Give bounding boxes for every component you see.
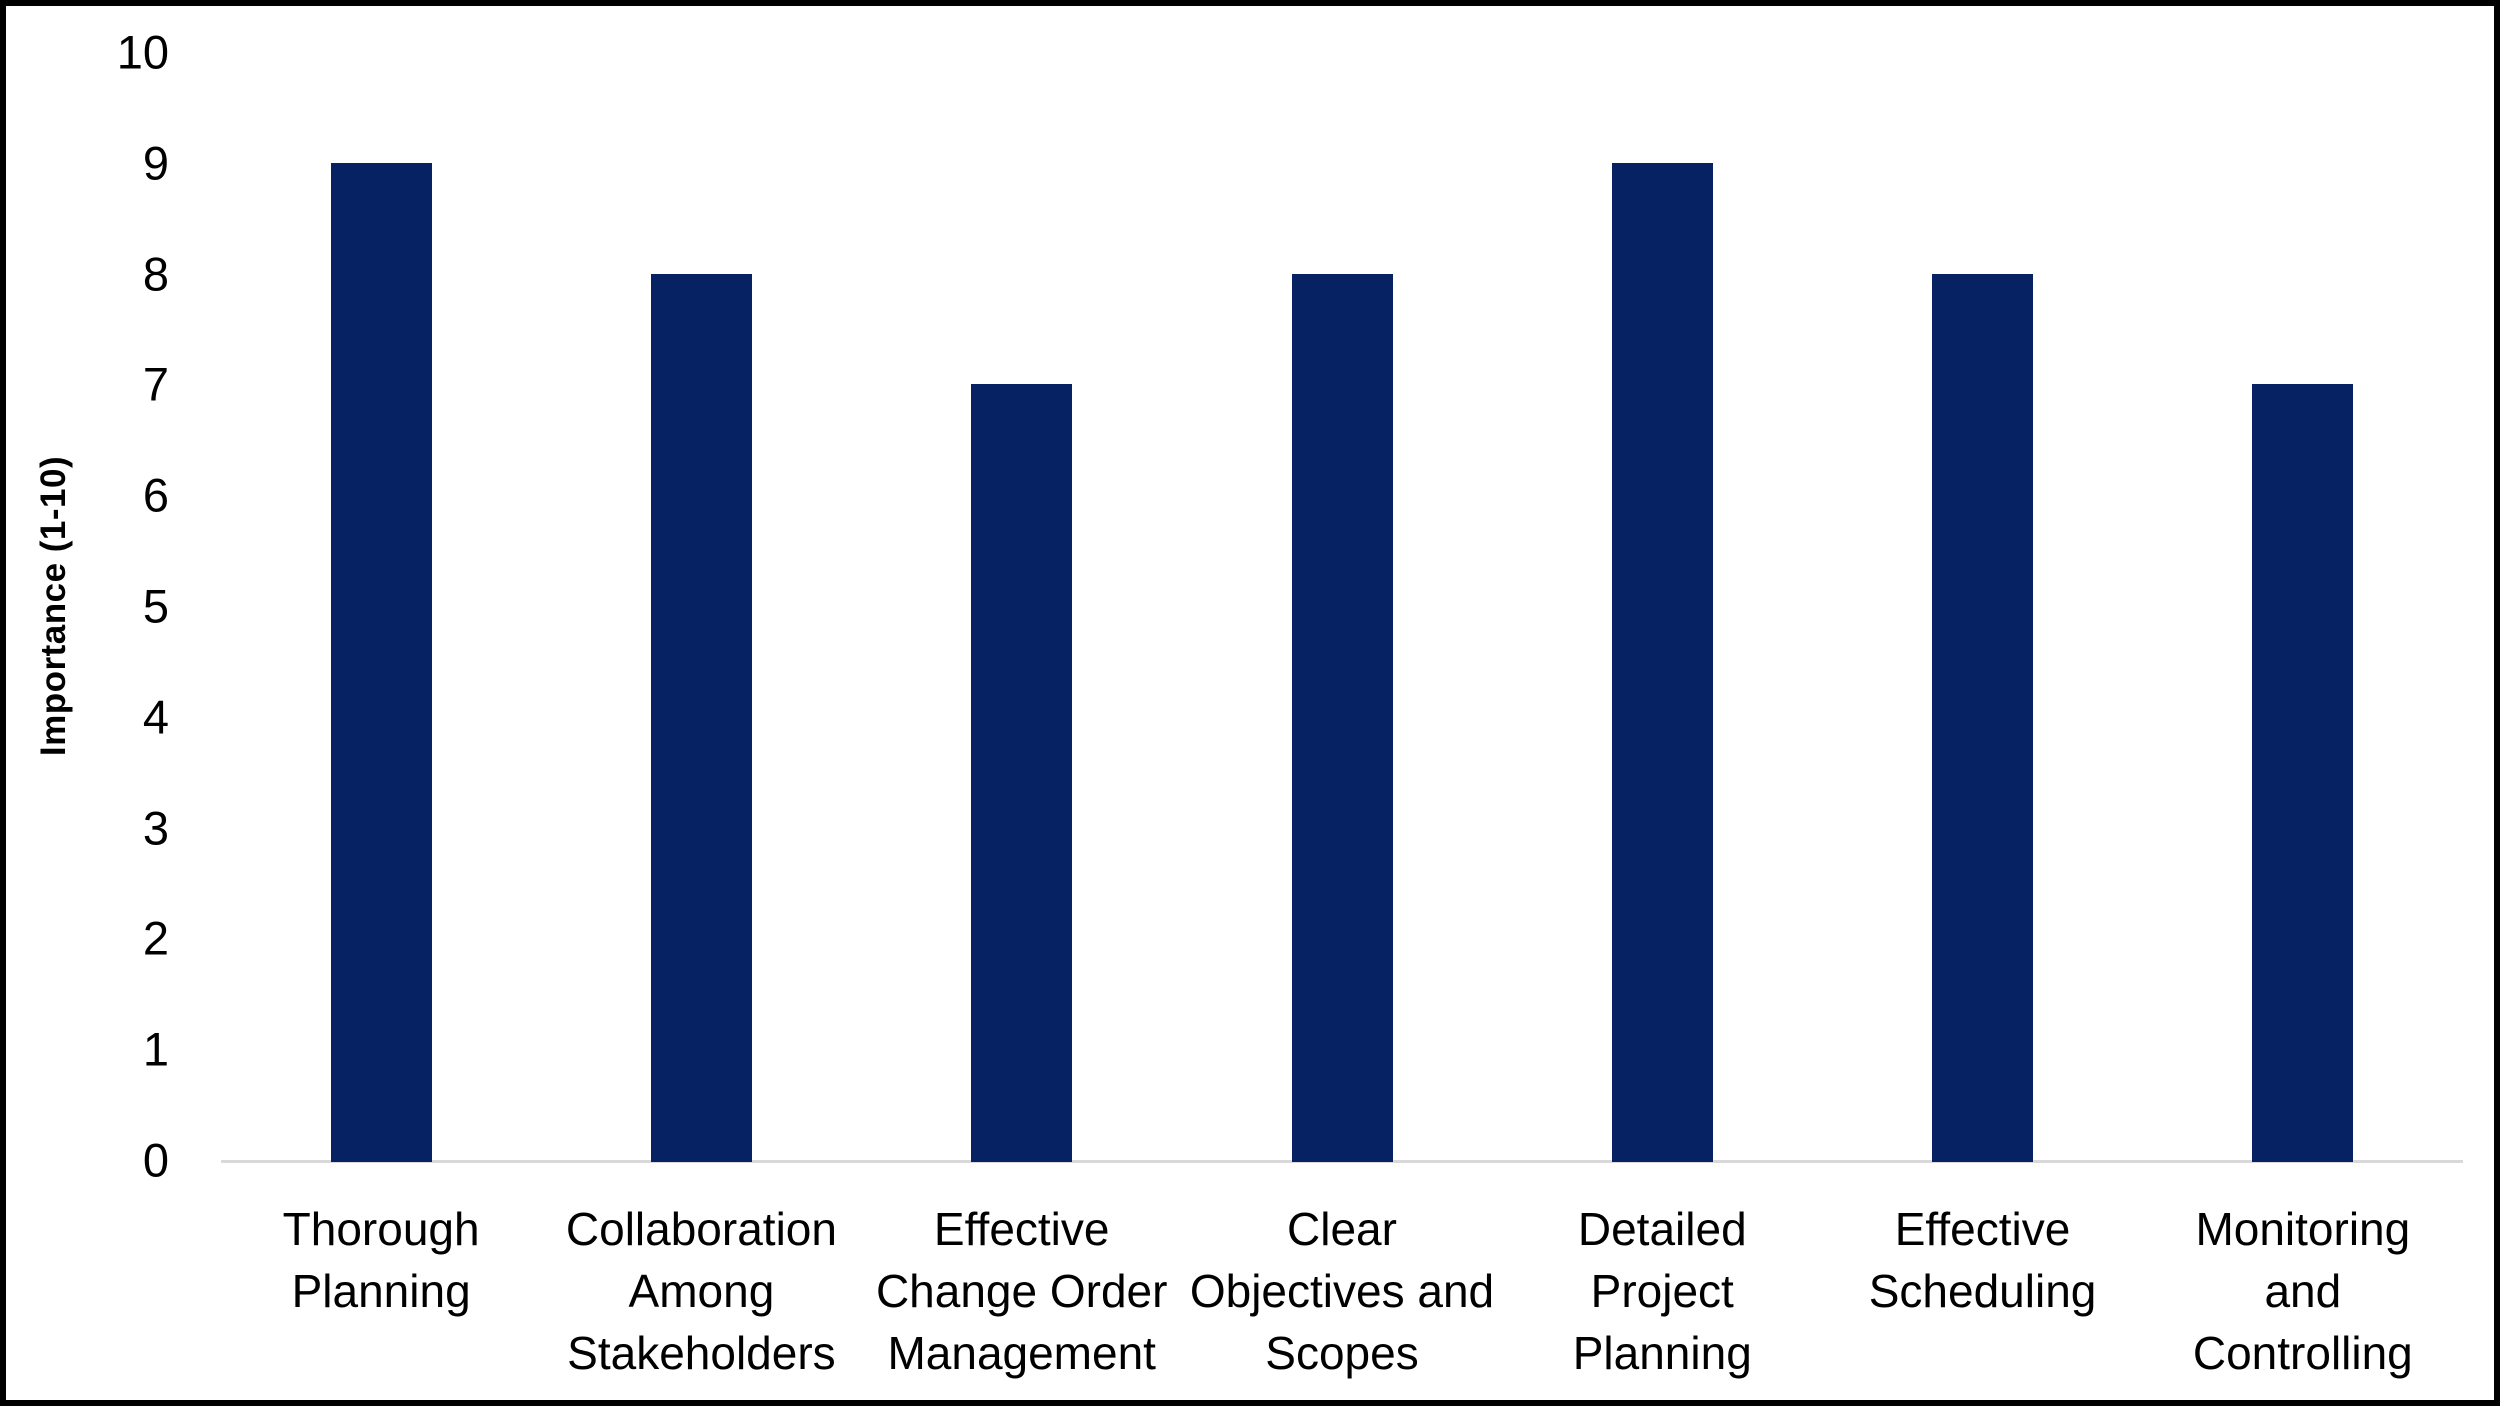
x-axis-category-labels: Thorough Planning Collaboration Among Stakeh… [221, 1198, 2463, 1384]
y-tick-label-6: 6 [142, 468, 169, 522]
bar-0 [330, 162, 432, 1162]
y-tick-label-5: 5 [142, 579, 169, 633]
bar-2 [971, 384, 1073, 1162]
x-axis-label-2: Effective Change Order Management [875, 1203, 1168, 1379]
y-tick-label-7: 7 [142, 357, 169, 411]
y-tick-label-10: 10 [116, 25, 169, 79]
y-tick-label-4: 4 [142, 690, 169, 744]
y-tick-label-8: 8 [142, 247, 169, 301]
y-tick-label-2: 2 [142, 911, 169, 965]
y-axis-tick-labels: 0 1 2 3 4 5 6 7 8 9 10 [6, 6, 169, 1400]
x-axis-label-3: Clear Objectives and Scopes [1189, 1203, 1495, 1379]
bar-3 [1291, 273, 1393, 1162]
x-axis-label-0: Thorough Planning [282, 1203, 480, 1317]
y-tick-label-1: 1 [142, 1022, 169, 1076]
bar-4 [1611, 162, 1713, 1162]
x-axis-label-6: Monitoring and Controlling [2192, 1203, 2413, 1379]
x-axis-label-1: Collaboration Among Stakeholders [565, 1203, 837, 1379]
bar-6 [2252, 384, 2354, 1162]
bar-5 [1932, 273, 2034, 1162]
x-axis-label-5: Effective Scheduling [1868, 1203, 2097, 1317]
x-axis-label-4: Detailed Project Planning [1572, 1203, 1752, 1379]
plot-area [221, 52, 2463, 1163]
y-tick-label-0: 0 [142, 1133, 169, 1187]
y-tick-label-3: 3 [142, 801, 169, 855]
bar-1 [650, 273, 752, 1162]
y-tick-label-9: 9 [142, 136, 169, 190]
